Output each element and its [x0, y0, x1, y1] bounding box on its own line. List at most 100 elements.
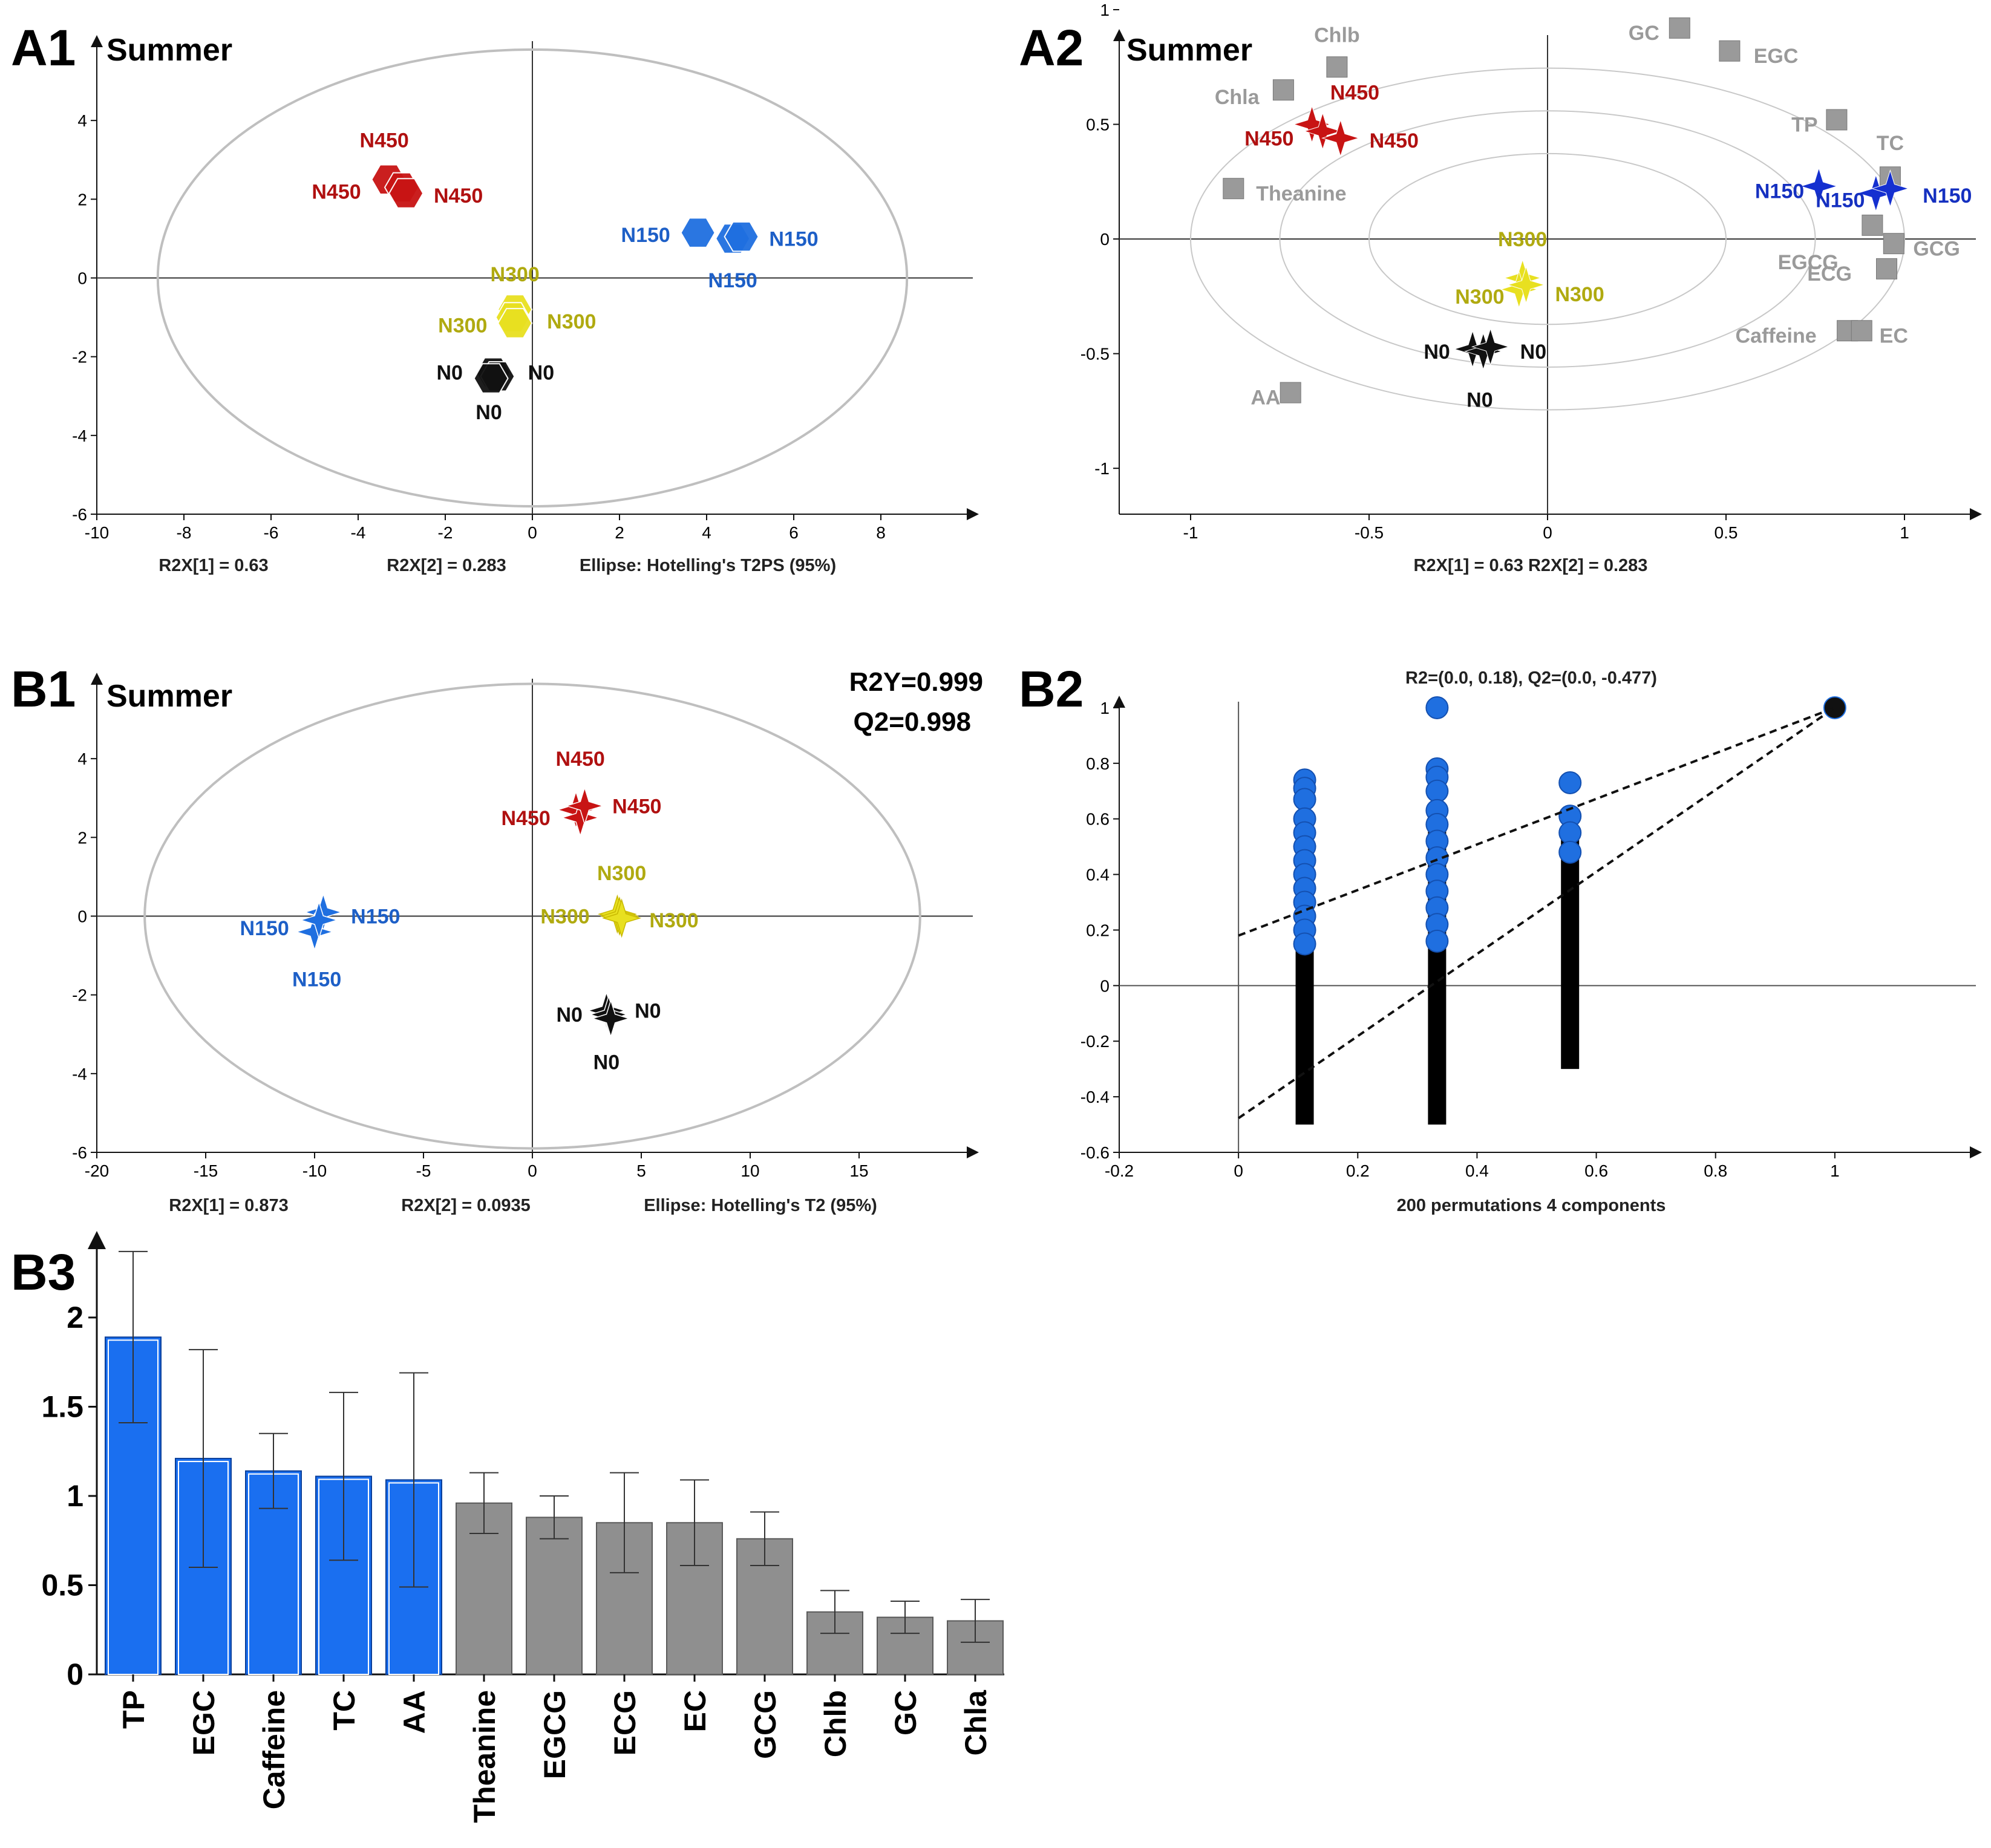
a1-y-tick-label: -6	[72, 505, 87, 524]
a2-variable-marker	[1669, 17, 1690, 39]
b1-y-tick-label: -4	[72, 1065, 87, 1083]
a1-label-n450: N450	[434, 184, 483, 207]
b2-x-tick-label: 0.4	[1465, 1161, 1489, 1180]
b2-r2-point	[1558, 771, 1582, 794]
b3-category-label: Chlb	[819, 1690, 852, 1757]
a2-variable-label: AA	[1251, 387, 1280, 410]
a1-x-tick-label: -2	[438, 523, 453, 542]
b2-regression-line	[1238, 707, 1836, 937]
b2-y-tick-label: 0.2	[1086, 921, 1110, 939]
b1-caption-r2x1: R2X[1] = 0.873	[169, 1196, 288, 1215]
b1-title: Summer	[106, 679, 232, 714]
a2-variable-label: TP	[1791, 114, 1817, 137]
b3-category-label: GC	[889, 1690, 923, 1735]
b1-y-tick-label: 4	[77, 749, 87, 768]
b3-category-label: TP	[117, 1690, 151, 1729]
b1-stat-q2: Q2=0.998	[854, 707, 972, 737]
a2-variable-label: Chla	[1215, 86, 1260, 109]
a2-caption: R2X[1] = 0.63 R2X[2] = 0.283	[1414, 556, 1648, 575]
b1-x-tick-label: -10	[302, 1161, 327, 1180]
a1-x-tick-label: 8	[876, 523, 886, 542]
b3-category-label: Chla	[959, 1690, 993, 1756]
a1-label-n0: N0	[528, 362, 554, 385]
b1-x-tick-label: 0	[528, 1161, 537, 1180]
panel-label-b2: B2	[1019, 661, 1084, 717]
b1-label-n450: N450	[502, 807, 551, 830]
b1-point-n300	[602, 898, 642, 938]
a1-y-tick-label: 4	[77, 111, 87, 130]
b3-category-label: TC	[327, 1690, 361, 1731]
a2-correlation-circle	[1368, 152, 1727, 325]
b1-x-tick-label: -5	[416, 1161, 431, 1180]
a2-variable-label: TC	[1877, 132, 1904, 155]
b2-y-tick-label: 0.4	[1086, 866, 1110, 884]
a2-correlation-circle	[1190, 67, 1905, 411]
b2-r2-point	[1293, 788, 1316, 811]
panel-a1-scores: -10 -8 -6 -4 -2 0 2 4 6 8 -6 -4 -2 0 2 4 N450 N450 N450 N15…	[72, 35, 979, 542]
b1-label-n0: N0	[593, 1051, 620, 1074]
b1-caption-ellipse: Ellipse: Hotelling's T2 (95%)	[644, 1196, 877, 1215]
b3-category-label: ECG	[608, 1690, 642, 1755]
b1-point-n0	[591, 999, 631, 1039]
b2-y-tick-label: 0.6	[1086, 810, 1110, 829]
a1-label-n300: N300	[547, 310, 596, 333]
b2-q2-permutation-bar	[1561, 832, 1580, 1069]
a2-variable-marker	[1272, 79, 1294, 101]
a2-label-n0: N0	[1424, 341, 1450, 364]
panel-a2-loadings: -1 -0.5 0 0.5 1 -1 -0.5 0 0.5 1 GC EGC Chlb Chla TP TC T…	[1081, 1, 1982, 542]
b2-regression-line	[1238, 707, 1836, 1120]
a2-label-n450: N450	[1330, 81, 1379, 104]
b2-y-tick-label: -0.2	[1081, 1032, 1110, 1051]
a1-caption-r2x2: R2X[2] = 0.283	[387, 556, 506, 575]
b3-y-tick-label: 2	[67, 1301, 83, 1334]
b2-x-tick-label: 1	[1830, 1161, 1840, 1180]
a1-caption-r2x1: R2X[1] = 0.63	[159, 556, 268, 575]
a1-label-n450: N450	[312, 180, 361, 203]
a1-title: Summer	[106, 33, 232, 68]
a2-variable-marker	[1883, 233, 1904, 255]
b2-x-tick-label: 0.2	[1346, 1161, 1370, 1180]
a2-variable-marker	[1876, 258, 1897, 279]
b3-category-label: EGC	[187, 1690, 221, 1755]
b2-x-tick-label: 0.8	[1704, 1161, 1727, 1180]
b3-y-tick-label: 1	[67, 1479, 83, 1513]
a2-label-n450: N450	[1244, 127, 1293, 150]
panel-label-a2: A2	[1019, 19, 1084, 76]
a2-variable-label: GC	[1629, 22, 1659, 45]
a2-y-tick-label: -1	[1094, 459, 1110, 478]
panel-label-a1: A1	[11, 19, 76, 76]
a2-variable-label: Caffeine	[1736, 324, 1817, 347]
a1-label-n300: N300	[491, 263, 540, 286]
a2-variable-marker	[1851, 320, 1872, 342]
panel-label-b3: B3	[11, 1244, 76, 1301]
b1-label-n0: N0	[556, 1004, 582, 1027]
a1-hotelling-ellipse	[156, 48, 909, 508]
b1-point-n150	[295, 912, 335, 952]
a1-x-tick-label: 6	[789, 523, 799, 542]
a1-label-n300: N300	[438, 315, 487, 338]
b1-x-tick-label: 5	[636, 1161, 646, 1180]
a2-label-n300: N300	[1498, 228, 1547, 251]
b1-y-tick-label: 0	[77, 907, 87, 926]
a2-variable-marker	[1719, 40, 1741, 62]
a2-label-n150: N150	[1755, 180, 1804, 203]
b2-x-tick-label: -0.2	[1105, 1161, 1134, 1180]
b1-point-n450	[560, 798, 600, 838]
a1-y-tick-label: 0	[77, 269, 87, 288]
a2-variable-marker	[1826, 109, 1848, 131]
a1-point-n150	[680, 217, 716, 248]
a2-label-n0: N0	[1520, 341, 1546, 364]
a2-label-n300: N300	[1455, 286, 1504, 309]
a2-x-tick-label: -0.5	[1355, 523, 1384, 542]
a2-variable-label: EC	[1880, 324, 1908, 347]
b3-category-label: Theanine	[468, 1690, 502, 1823]
b1-x-tick-label: -20	[85, 1161, 109, 1180]
b2-r2-point	[1293, 932, 1316, 956]
a2-variable-marker	[1223, 178, 1244, 200]
a2-point-n0	[1471, 327, 1510, 366]
a2-title: Summer	[1126, 33, 1252, 68]
b1-y-tick-label: 2	[77, 828, 87, 847]
a1-y-tick-label: -4	[72, 426, 87, 445]
a1-x-tick-label: -6	[264, 523, 279, 542]
b1-hotelling-ellipse	[143, 682, 921, 1150]
